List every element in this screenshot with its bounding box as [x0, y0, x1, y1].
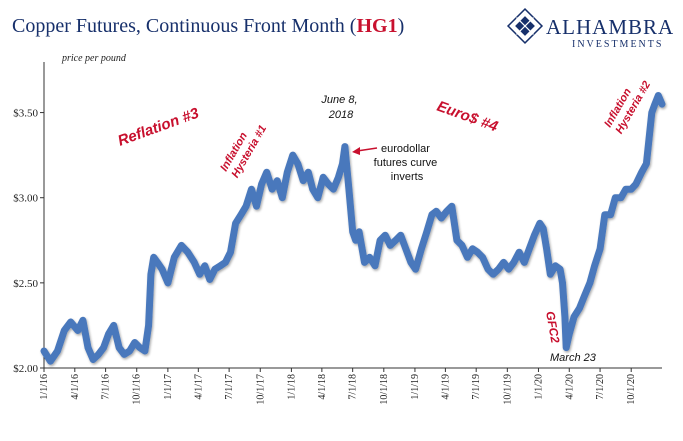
y-tick-label: $3.50	[13, 108, 38, 120]
annotation-eurodollar: eurodollar futures curve inverts	[374, 143, 441, 183]
annotation-euro4: Euro$ #4	[435, 98, 501, 136]
x-tick-label: 7/1/18	[348, 374, 359, 400]
annotation-inflation-hysteria-1: Inflation Hysteria #1	[218, 117, 269, 180]
x-tick-label: 4/1/20	[564, 374, 575, 400]
annotation-gfc2: GFC2	[543, 310, 562, 344]
logo-name: ALHAMBRA	[546, 15, 674, 39]
x-tick-label: 7/1/19	[471, 374, 482, 400]
x-tick-label: 1/1/19	[410, 374, 421, 400]
chart-title: Copper Futures, Continuous Front Month (…	[12, 15, 404, 37]
x-tick-label: 4/1/18	[317, 374, 328, 400]
x-tick-label: 4/1/19	[440, 374, 451, 400]
annotation-reflation3: Reflation #3	[116, 104, 202, 149]
x-tick-label: 10/1/20	[626, 374, 637, 405]
logo-diamond-icon	[506, 7, 544, 45]
series-line	[40, 92, 666, 365]
x-tick-label: 1/1/16	[39, 374, 50, 400]
arrow-icon	[352, 147, 378, 155]
x-tick-label: 10/1/19	[502, 374, 513, 405]
x-tick-label: 4/1/17	[193, 374, 204, 400]
annotation-inflation-hysteria-2: Inflation Hysteria #2	[602, 73, 653, 136]
logo-subtitle: INVESTMENTS	[572, 39, 663, 50]
y-tick-label: $2.50	[13, 278, 38, 290]
x-tick-label: 7/1/20	[595, 374, 606, 400]
annotation-june8: June 8, 2018	[320, 94, 360, 121]
x-tick-label: 10/1/18	[379, 374, 390, 405]
y-tick-label: $2.00	[13, 363, 38, 375]
y-unit-label: price per pound	[61, 53, 127, 64]
x-tick-label: 7/1/16	[101, 374, 112, 400]
alhambra-logo: ALHAMBRA INVESTMENTS	[506, 7, 674, 50]
x-tick-label: 7/1/17	[224, 374, 235, 400]
x-tick-label: 1/1/17	[163, 374, 174, 400]
x-tick-label: 10/1/17	[255, 374, 266, 405]
x-tick-label: 1/1/18	[286, 374, 297, 400]
y-tick-label: $3.00	[13, 193, 38, 205]
axes: $2.00 $2.50 $3.00 $3.50 1/1/16 4/1/16 7/1/16 10…	[13, 62, 662, 405]
x-tick-label: 1/1/20	[533, 374, 544, 400]
annotation-march23: March 23	[550, 352, 597, 364]
x-tick-label: 10/1/16	[132, 374, 143, 405]
title-ticker: HG1	[356, 15, 397, 37]
x-tick-label: 4/1/16	[70, 374, 81, 400]
